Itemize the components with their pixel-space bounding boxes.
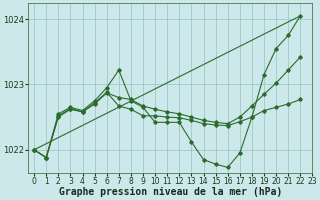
X-axis label: Graphe pression niveau de la mer (hPa): Graphe pression niveau de la mer (hPa) xyxy=(59,187,282,197)
